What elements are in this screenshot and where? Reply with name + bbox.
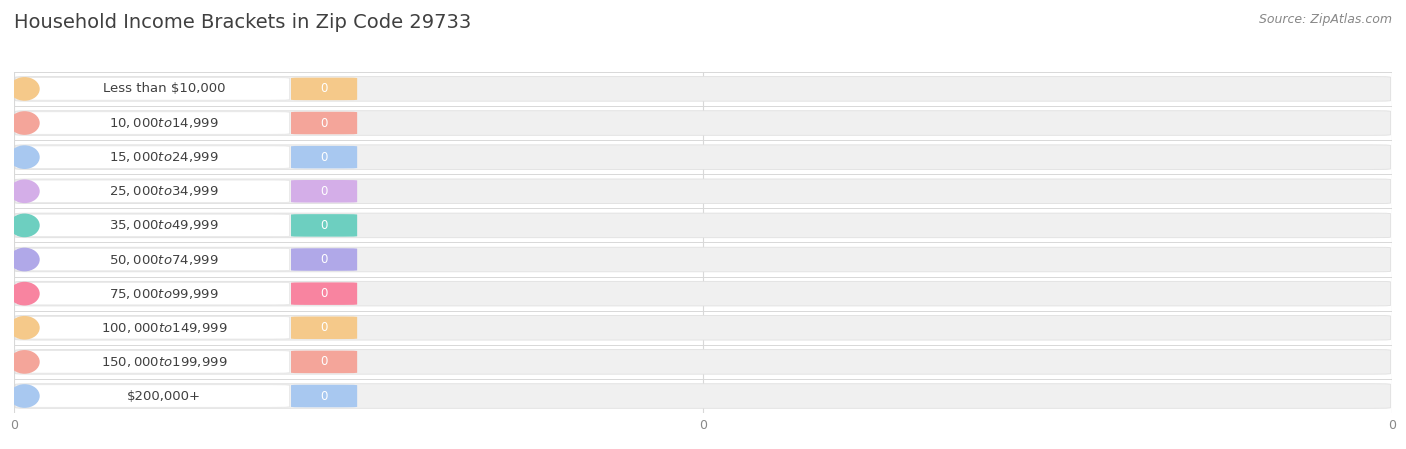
- FancyBboxPatch shape: [15, 247, 1391, 272]
- FancyBboxPatch shape: [15, 384, 1391, 408]
- FancyBboxPatch shape: [15, 179, 1391, 203]
- Ellipse shape: [10, 350, 39, 374]
- FancyBboxPatch shape: [15, 77, 1391, 101]
- Text: 0: 0: [321, 185, 328, 198]
- FancyBboxPatch shape: [15, 385, 290, 407]
- Text: 0: 0: [321, 151, 328, 163]
- Text: $35,000 to $49,999: $35,000 to $49,999: [110, 218, 219, 233]
- FancyBboxPatch shape: [291, 112, 357, 134]
- FancyBboxPatch shape: [291, 78, 357, 100]
- Ellipse shape: [10, 77, 39, 101]
- Text: Household Income Brackets in Zip Code 29733: Household Income Brackets in Zip Code 29…: [14, 13, 471, 32]
- FancyBboxPatch shape: [291, 282, 357, 305]
- FancyBboxPatch shape: [15, 214, 290, 237]
- Text: Source: ZipAtlas.com: Source: ZipAtlas.com: [1258, 13, 1392, 26]
- Ellipse shape: [10, 214, 39, 237]
- Text: $10,000 to $14,999: $10,000 to $14,999: [110, 116, 219, 130]
- Text: 0: 0: [321, 83, 328, 95]
- Ellipse shape: [10, 248, 39, 271]
- Ellipse shape: [10, 384, 39, 408]
- Text: 0: 0: [321, 390, 328, 402]
- Ellipse shape: [10, 180, 39, 203]
- FancyBboxPatch shape: [15, 317, 290, 339]
- Text: 0: 0: [321, 356, 328, 368]
- FancyBboxPatch shape: [15, 78, 290, 100]
- FancyBboxPatch shape: [291, 180, 357, 202]
- FancyBboxPatch shape: [15, 282, 290, 305]
- Text: 0: 0: [321, 321, 328, 334]
- FancyBboxPatch shape: [291, 317, 357, 339]
- Text: Less than $10,000: Less than $10,000: [103, 83, 225, 95]
- Ellipse shape: [10, 111, 39, 135]
- FancyBboxPatch shape: [15, 146, 290, 168]
- FancyBboxPatch shape: [15, 282, 1391, 306]
- FancyBboxPatch shape: [15, 180, 290, 202]
- FancyBboxPatch shape: [15, 316, 1391, 340]
- Text: $200,000+: $200,000+: [127, 390, 201, 402]
- FancyBboxPatch shape: [15, 351, 290, 373]
- FancyBboxPatch shape: [15, 112, 290, 134]
- FancyBboxPatch shape: [291, 214, 357, 237]
- Text: $15,000 to $24,999: $15,000 to $24,999: [110, 150, 219, 164]
- Ellipse shape: [10, 145, 39, 169]
- Text: $25,000 to $34,999: $25,000 to $34,999: [110, 184, 219, 198]
- FancyBboxPatch shape: [15, 350, 1391, 374]
- Text: 0: 0: [321, 253, 328, 266]
- FancyBboxPatch shape: [291, 248, 357, 271]
- Ellipse shape: [10, 282, 39, 305]
- FancyBboxPatch shape: [15, 213, 1391, 238]
- Text: 0: 0: [321, 117, 328, 129]
- Text: $50,000 to $74,999: $50,000 to $74,999: [110, 252, 219, 267]
- Ellipse shape: [10, 316, 39, 339]
- Text: $150,000 to $199,999: $150,000 to $199,999: [101, 355, 228, 369]
- FancyBboxPatch shape: [291, 385, 357, 407]
- FancyBboxPatch shape: [291, 146, 357, 168]
- Text: 0: 0: [321, 287, 328, 300]
- FancyBboxPatch shape: [15, 111, 1391, 135]
- Text: $100,000 to $149,999: $100,000 to $149,999: [101, 321, 228, 335]
- Text: $75,000 to $99,999: $75,000 to $99,999: [110, 286, 219, 301]
- FancyBboxPatch shape: [15, 248, 290, 271]
- FancyBboxPatch shape: [291, 351, 357, 373]
- Text: 0: 0: [321, 219, 328, 232]
- FancyBboxPatch shape: [15, 145, 1391, 169]
